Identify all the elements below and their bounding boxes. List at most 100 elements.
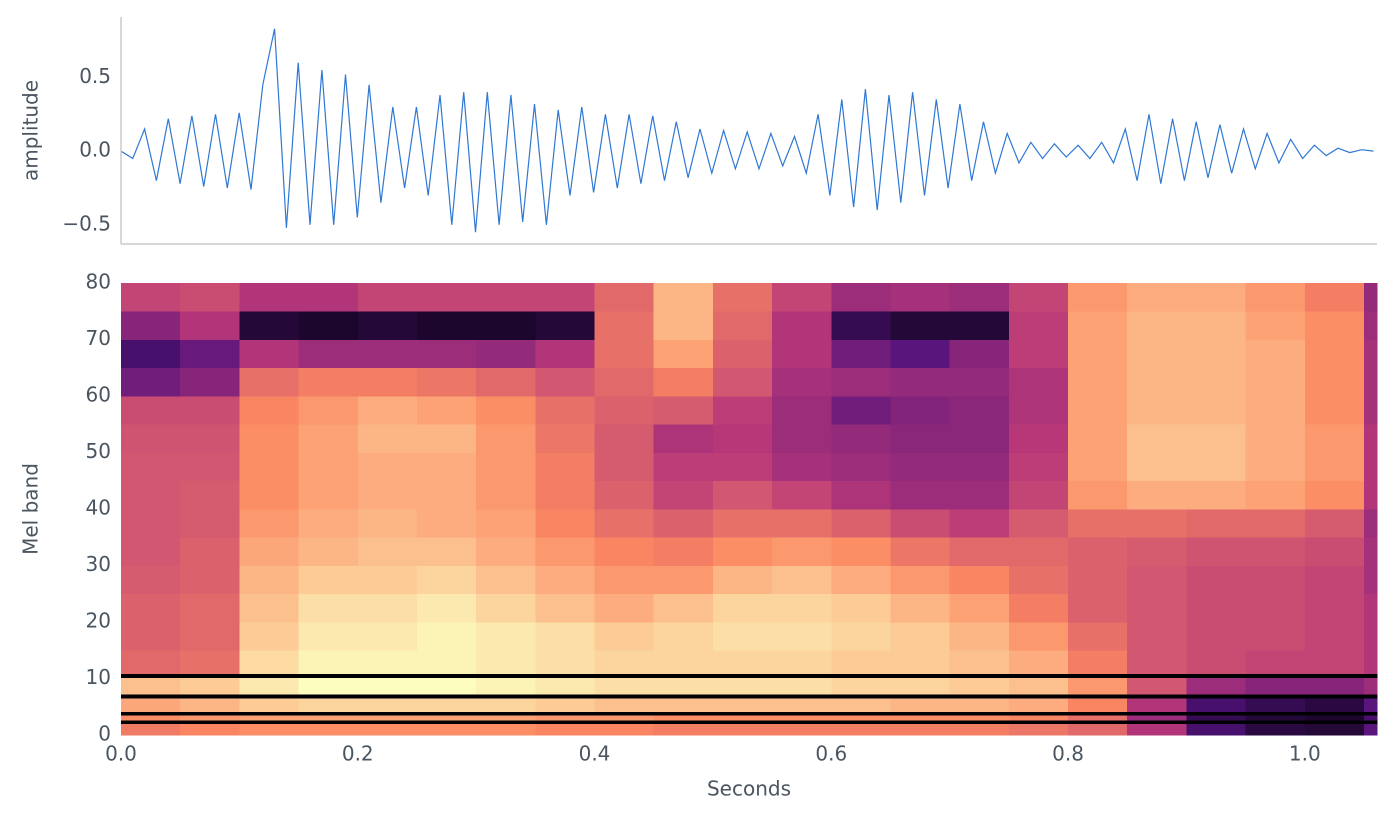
- heatmap-cell: [949, 283, 1010, 312]
- heatmap-cell: [772, 396, 832, 425]
- heatmap-cell: [1304, 283, 1365, 312]
- heatmap-cell: [298, 283, 359, 312]
- heatmap-cell: [121, 711, 181, 716]
- heatmap-cell: [1068, 565, 1128, 595]
- heatmap-cell: [535, 677, 596, 695]
- heatmap-cell: [535, 622, 596, 651]
- heatmap-cell: [121, 509, 181, 538]
- heatmap-cell: [1304, 311, 1365, 340]
- heatmap-cell: [772, 537, 832, 566]
- heatmap-cell: [1127, 537, 1188, 566]
- heatmap-cell: [1245, 367, 1306, 397]
- heatmap-cell: [476, 723, 536, 736]
- heatmap-cell: [1245, 452, 1306, 482]
- heatmap-cell: [1008, 480, 1069, 510]
- heatmap-cell: [1245, 537, 1306, 566]
- heatmap-cell: [949, 622, 1010, 651]
- heatmap-cell: [1008, 283, 1069, 312]
- heatmap-cell: [1245, 480, 1306, 510]
- heatmap-cell: [712, 480, 773, 510]
- heatmap-cell: [831, 694, 892, 699]
- heatmap-cell: [772, 673, 832, 678]
- heatmap-cell: [1363, 339, 1378, 369]
- heatmap-cell: [239, 537, 300, 566]
- heatmap-cell: [416, 593, 477, 623]
- y-tick-label: 80: [86, 270, 111, 294]
- heatmap-cell: [180, 593, 240, 623]
- heatmap-cell: [653, 677, 714, 695]
- heatmap-cell: [239, 694, 300, 699]
- heatmap-cell: [1363, 424, 1378, 453]
- heatmap-cell: [1008, 367, 1069, 397]
- heatmap-cell: [1186, 723, 1247, 736]
- heatmap-cell: [772, 711, 832, 716]
- heatmap-cell: [890, 509, 951, 538]
- heatmap-cell: [298, 452, 359, 482]
- heatmap-cell: [831, 509, 892, 538]
- heatmap-cell: [298, 720, 359, 725]
- heatmap-cell: [298, 673, 359, 678]
- heatmap-cell: [416, 650, 477, 674]
- heatmap-cell: [416, 622, 477, 651]
- heatmap-cell: [535, 650, 596, 674]
- heatmap-cell: [476, 452, 536, 482]
- heatmap-cell: [1186, 677, 1247, 695]
- heatmap-cell: [949, 720, 1010, 725]
- heatmap-cell: [239, 622, 300, 651]
- heatmap-cell: [831, 367, 892, 397]
- heatmap-cell: [890, 650, 951, 674]
- heatmap-cell: [1127, 565, 1188, 595]
- heatmap-cell: [1363, 537, 1378, 566]
- heatmap-cell: [653, 367, 714, 397]
- heatmap-cell: [476, 480, 536, 510]
- heatmap-cell: [535, 565, 596, 595]
- heatmap-cell: [1363, 650, 1378, 674]
- heatmap-cell: [1127, 622, 1188, 651]
- heatmap-cell: [121, 698, 181, 713]
- heatmap-cell: [1068, 367, 1128, 397]
- heatmap-cell: [1363, 396, 1378, 425]
- heatmap-cell: [653, 480, 714, 510]
- heatmap-cell: [1068, 711, 1128, 716]
- heatmap-cell: [476, 698, 536, 713]
- heatmap-cell: [890, 565, 951, 595]
- heatmap-cell: [653, 694, 714, 699]
- heatmap-cell: [476, 694, 536, 699]
- heatmap-cell: [949, 673, 1010, 678]
- heatmap-cell: [890, 283, 951, 312]
- heatmap-cell: [1186, 715, 1247, 721]
- heatmap-cell: [1304, 565, 1365, 595]
- y-tick-label: 0: [98, 722, 111, 746]
- heatmap-cell: [121, 723, 181, 736]
- heatmap-cell: [416, 311, 477, 340]
- heatmap-cell: [594, 711, 655, 716]
- heatmap-cell: [180, 509, 240, 538]
- heatmap-cell: [594, 673, 655, 678]
- heatmap-cell: [890, 480, 951, 510]
- heatmap-cell: [594, 698, 655, 713]
- heatmap-cell: [831, 452, 892, 482]
- y-tick-label: 50: [86, 439, 111, 463]
- waveform: [120, 28, 1374, 233]
- heatmap-cell: [180, 720, 240, 725]
- heatmap-cell: [535, 367, 596, 397]
- heatmap-cell: [535, 424, 596, 453]
- heatmap-cell: [1068, 715, 1128, 721]
- heatmap-cell: [121, 396, 181, 425]
- heatmap-cell: [1363, 723, 1378, 736]
- heatmap-cell: [1363, 673, 1378, 678]
- heatmap-cell: [239, 396, 300, 425]
- heatmap-cell: [1008, 452, 1069, 482]
- heatmap-cell: [180, 694, 240, 699]
- heatmap-cell: [1068, 694, 1128, 699]
- heatmap-cell: [121, 593, 181, 623]
- heatmap-cell: [890, 452, 951, 482]
- heatmap-cell: [831, 593, 892, 623]
- heatmap-cell: [239, 593, 300, 623]
- heatmap-cell: [949, 723, 1010, 736]
- heatmap-cell: [1363, 593, 1378, 623]
- heatmap-cell: [1127, 723, 1188, 736]
- heatmap-cell: [357, 537, 418, 566]
- heatmap-cell: [594, 367, 655, 397]
